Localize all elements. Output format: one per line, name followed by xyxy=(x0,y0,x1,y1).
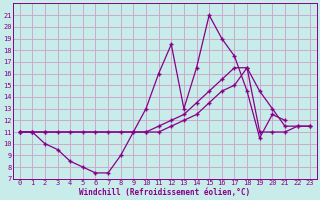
X-axis label: Windchill (Refroidissement éolien,°C): Windchill (Refroidissement éolien,°C) xyxy=(79,188,251,197)
